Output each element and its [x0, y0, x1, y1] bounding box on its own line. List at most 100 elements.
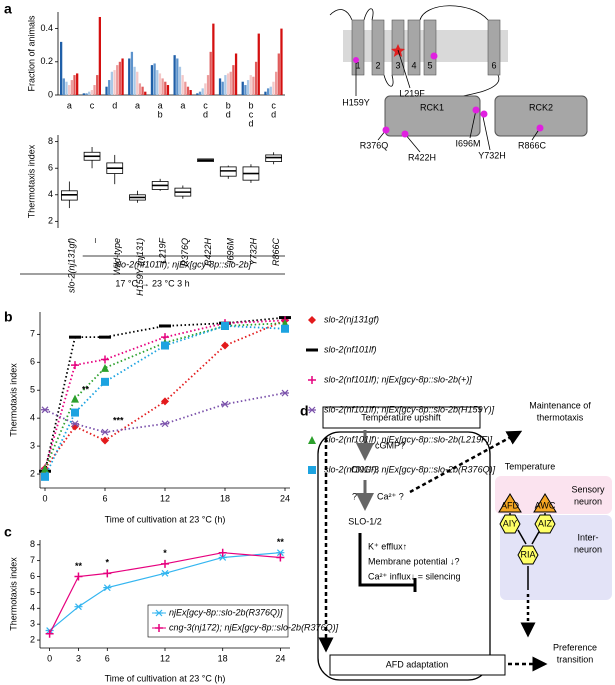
- adaptation-box: [329, 654, 506, 676]
- bar: [196, 93, 199, 95]
- domain-label: RCK1: [420, 102, 444, 112]
- bar: [141, 86, 144, 95]
- mutation-dot: [536, 124, 544, 132]
- y-tick-label: 8: [30, 539, 35, 549]
- label: ?: [352, 491, 357, 501]
- bar: [229, 71, 232, 95]
- y-tick-label: 4: [48, 189, 53, 199]
- point: [218, 548, 227, 557]
- point: [101, 436, 109, 445]
- point: [103, 569, 112, 578]
- x-axis-label: Time of cultivation at 23 °C (h): [105, 673, 226, 683]
- stimulus: Temperature upshift: [361, 412, 441, 422]
- annotation: *: [163, 548, 167, 558]
- mutation-dot: [353, 57, 359, 63]
- legend-label: njEx[gcy-8p::slo-2b(R376Q)]: [169, 607, 283, 617]
- panel-label: a: [4, 1, 12, 17]
- rck2: [494, 95, 588, 137]
- x-tick-label: 6: [102, 493, 107, 503]
- legend-label: slo-2(nf101lf): [324, 344, 377, 354]
- bar: [218, 78, 222, 95]
- legend-marker: [308, 406, 316, 414]
- point: [45, 629, 54, 638]
- rck1: [384, 95, 481, 137]
- legend-marker: [308, 466, 316, 474]
- neuron: AFD: [501, 500, 520, 510]
- significance-letter: b: [248, 100, 253, 110]
- point: [218, 554, 227, 561]
- significance-letter: d: [226, 109, 231, 119]
- bar: [269, 86, 272, 95]
- segment-label: 4: [411, 60, 416, 70]
- point: [276, 553, 285, 562]
- x-tick-label: Wild-type: [112, 238, 122, 275]
- mutation-dot: [472, 106, 480, 114]
- mutation-label: Y732H: [478, 150, 506, 160]
- bar: [68, 85, 71, 95]
- mutation-dot: [480, 110, 488, 118]
- point: [281, 324, 289, 333]
- significance-letter: c: [271, 100, 276, 110]
- bar: [232, 65, 235, 95]
- bar: [166, 85, 170, 95]
- label: Sensory: [571, 484, 605, 494]
- point: [71, 394, 79, 403]
- x-tick-label: 12: [160, 493, 170, 503]
- mutation-dot: [401, 130, 409, 138]
- stimulus-box: [322, 406, 481, 429]
- bar: [105, 86, 108, 95]
- bar: [246, 80, 250, 95]
- group-label: slo-2(nf101lf); njEx[gcy-8p::slo-2b]: [115, 259, 252, 269]
- bar: [150, 65, 154, 95]
- point: [71, 408, 79, 417]
- point: [103, 584, 112, 592]
- significance-letter: a: [67, 100, 72, 110]
- x-tick-label: –: [89, 237, 99, 244]
- bar: [234, 53, 238, 95]
- bar: [206, 75, 210, 95]
- y-axis-label: Thermotaxis index: [8, 557, 18, 631]
- bar: [108, 80, 111, 95]
- bar: [280, 28, 283, 96]
- bar: [266, 88, 270, 95]
- bar: [189, 90, 192, 95]
- y-tick-label: 0: [48, 89, 53, 99]
- bar: [221, 81, 224, 95]
- point: [41, 464, 49, 473]
- annotation: ***: [113, 415, 124, 425]
- segment: [371, 19, 385, 76]
- bar: [82, 93, 85, 95]
- x-tick-label: 24: [280, 493, 290, 503]
- x-tick-label: R376Q: [180, 238, 190, 267]
- series-line: [49, 552, 281, 634]
- bar: [60, 41, 63, 95]
- legend-label: slo-2(nj131gf): [324, 314, 379, 324]
- significance-letter: a: [180, 100, 185, 110]
- y-tick-label: 2: [48, 216, 53, 226]
- point: [41, 406, 49, 414]
- bar: [257, 33, 260, 95]
- bar: [93, 85, 96, 95]
- label: Preference: [553, 642, 597, 652]
- sensory-neurons: [498, 493, 557, 513]
- bar: [176, 58, 179, 95]
- point: [276, 549, 285, 557]
- label: cGMP?: [375, 440, 405, 450]
- sensory-region: [495, 476, 612, 514]
- y-tick-label: 0.4: [40, 23, 53, 33]
- label: Membrane potential ↓?: [368, 556, 460, 566]
- bar: [209, 51, 212, 95]
- y-tick-label: 5: [30, 587, 35, 597]
- condition-label: 17 °C → 23 °C 3 h: [115, 278, 189, 288]
- y-tick-label: 6: [48, 163, 53, 173]
- y-tick-label: 7: [30, 555, 35, 565]
- x-tick-label: R422H: [203, 238, 213, 267]
- bar: [121, 58, 124, 95]
- x-tick-label: L219F: [158, 238, 168, 264]
- bar: [156, 70, 159, 95]
- mutation-label: L219F: [399, 88, 425, 98]
- x-tick-label: 24: [275, 653, 285, 663]
- x-tick-label: 12: [160, 653, 170, 663]
- segment-label: 1: [355, 60, 360, 70]
